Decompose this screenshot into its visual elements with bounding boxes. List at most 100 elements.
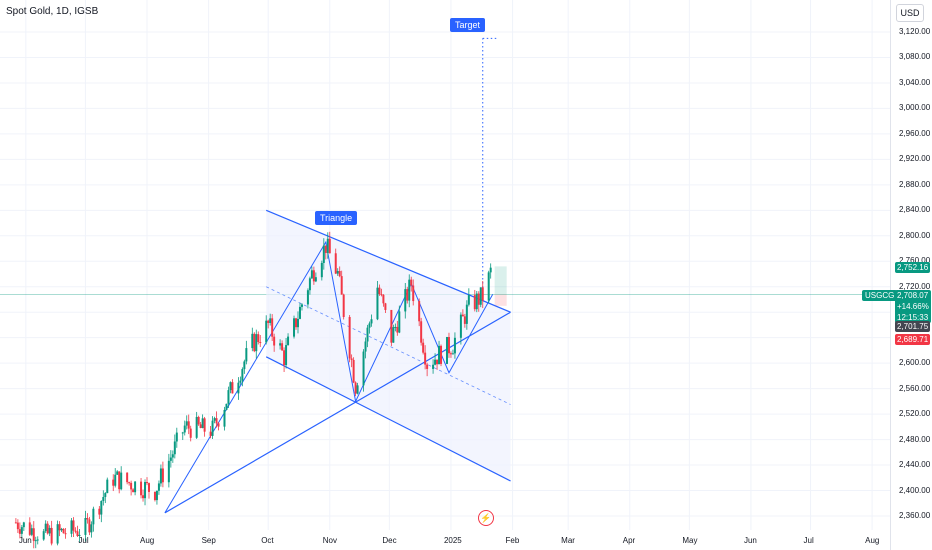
candle-body: [348, 316, 351, 359]
price-tick-label: 3,080.00: [899, 52, 931, 62]
price-tick-label: 3,120.00: [899, 27, 931, 36]
candle-body: [376, 287, 379, 320]
candle-body: [20, 527, 23, 534]
price-axis[interactable]: [890, 0, 932, 550]
candle-body: [326, 238, 329, 253]
candle-body: [86, 517, 89, 520]
candle-body: [384, 303, 387, 310]
candle-body: [364, 341, 367, 352]
candle-body: [130, 482, 133, 490]
candle-body: [199, 424, 202, 429]
last-price-value: 2,708.07: [897, 291, 929, 300]
price-chart[interactable]: [0, 0, 890, 550]
candle-body: [487, 272, 490, 301]
candle-body: [449, 353, 452, 355]
event-bolt-icon[interactable]: ⚡: [478, 510, 494, 526]
position-profit-zone: [494, 266, 507, 295]
candle-body: [72, 520, 75, 531]
candle-body: [118, 471, 121, 490]
time-tick-label: Feb: [505, 536, 520, 545]
candle-body: [48, 527, 51, 534]
candle-body: [213, 418, 216, 421]
candle-body: [489, 267, 492, 273]
candle-body: [445, 337, 448, 364]
candle-body: [320, 262, 323, 278]
price-tick-label: 2,760.00: [899, 256, 931, 266]
candle-body: [438, 345, 441, 365]
candle-body: [362, 351, 365, 386]
time-tick-label: Jul: [78, 536, 89, 545]
candle-body: [481, 287, 484, 301]
candle-body: [112, 479, 115, 486]
candle-body: [64, 533, 67, 535]
candle-body: [295, 318, 298, 328]
candle-body: [404, 289, 407, 312]
price-tick-label: 2,920.00: [899, 154, 931, 164]
time-tick-label: Dec: [382, 536, 397, 545]
candle-body: [195, 416, 198, 438]
candle-body: [434, 359, 437, 365]
triangle-callout[interactable]: Triangle: [315, 211, 358, 225]
price-tick-label: 2,400.00: [899, 485, 931, 495]
candle-body: [215, 418, 218, 424]
candle-body: [140, 481, 143, 496]
candle-body: [36, 539, 39, 541]
candle-body: [271, 318, 274, 337]
candle-body: [56, 524, 59, 544]
time-tick-label: Mar: [561, 536, 575, 545]
candle-body: [420, 321, 423, 343]
bar-countdown: 12:15:33: [897, 313, 929, 322]
candle-body: [46, 523, 49, 534]
candle-body: [84, 517, 87, 535]
candle-body: [296, 318, 299, 328]
time-tick-label: Nov: [322, 536, 337, 545]
candle-body: [356, 385, 359, 394]
candle-body: [354, 382, 357, 394]
candle-body: [116, 471, 119, 475]
price-tick-label: 2,480.00: [899, 434, 931, 444]
candle-body: [398, 311, 401, 333]
currency-button[interactable]: USD: [896, 4, 924, 22]
candle-body: [366, 327, 369, 342]
candle-body: [461, 314, 464, 317]
target-callout[interactable]: Target: [450, 18, 486, 32]
candle-body: [171, 454, 174, 458]
candle-body: [257, 334, 260, 343]
time-tick-label: Sep: [201, 536, 216, 545]
candle-body: [300, 304, 303, 307]
candle-body: [451, 353, 454, 355]
time-tick-label: Aug: [140, 536, 155, 545]
candle-body: [90, 524, 93, 533]
time-tick-label: Aug: [865, 536, 880, 545]
candle-body: [114, 474, 117, 486]
candle-body: [76, 531, 79, 536]
candle-body: [146, 482, 149, 484]
candle-body: [473, 295, 476, 310]
candle-body: [336, 271, 339, 274]
candle-body: [253, 333, 256, 352]
candle-body: [255, 334, 258, 352]
candle-body: [14, 522, 17, 524]
candle-body: [440, 345, 443, 364]
candle-body: [394, 326, 397, 328]
candle-body: [201, 418, 204, 429]
candle-body: [173, 441, 176, 455]
candle-body: [467, 295, 470, 305]
time-tick-label: Jun: [18, 536, 32, 545]
candle-body: [100, 500, 103, 515]
symbol-title[interactable]: Spot Gold, 1D, IGSB: [6, 6, 99, 17]
candle-body: [22, 522, 25, 528]
channel-lower-line: [265, 356, 511, 482]
time-tick-label: Jun: [743, 536, 757, 545]
candle-body: [322, 245, 325, 263]
candle-body: [128, 482, 131, 484]
time-tick-label: Jul: [803, 536, 814, 545]
candle-body: [161, 468, 164, 483]
candle-body: [88, 519, 91, 533]
candle-body: [189, 428, 192, 438]
candle-body: [106, 479, 109, 494]
candle-body: [463, 316, 466, 324]
candle-body: [142, 495, 145, 499]
channel-fill: [266, 210, 511, 481]
candle-body: [225, 403, 228, 410]
